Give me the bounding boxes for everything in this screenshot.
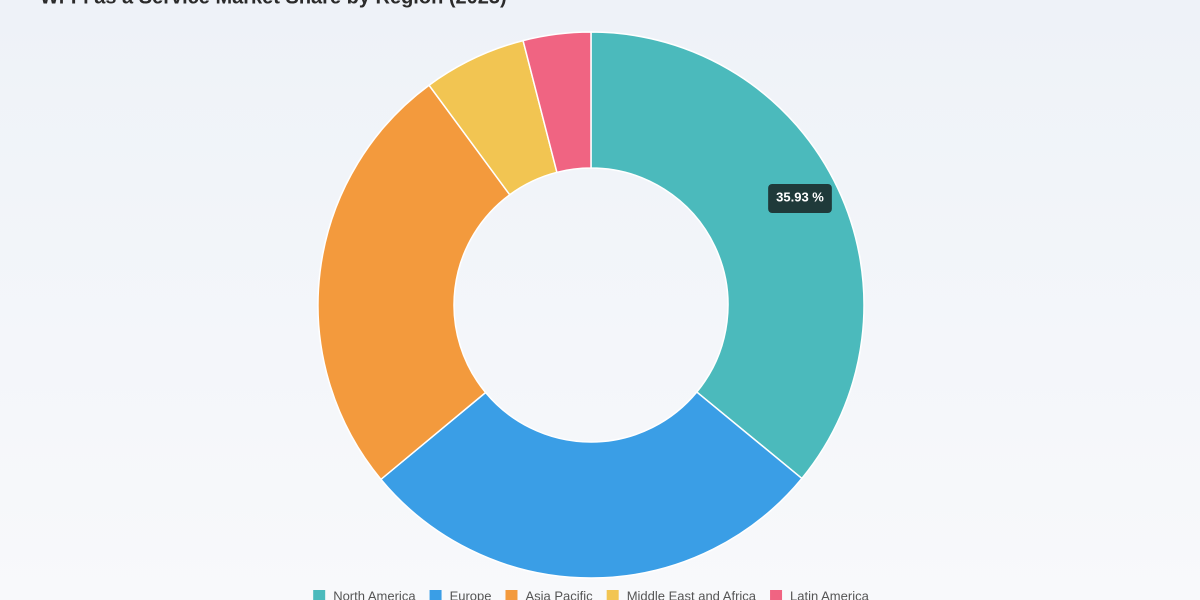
value-label: 35.93 % — [776, 189, 824, 204]
donut-slice — [317, 84, 511, 481]
legend-swatch — [313, 590, 326, 600]
legend-label: Latin America — [790, 588, 870, 600]
legend-label: Europe — [450, 588, 492, 600]
donut-slice — [379, 390, 803, 579]
legend-swatch — [429, 590, 442, 600]
tooltip-box — [768, 184, 832, 213]
legend-swatch — [770, 590, 783, 600]
legend-swatch — [606, 590, 619, 600]
legend: North America Europe Asia Pacific Middle Ea… — [313, 588, 870, 600]
legend-label: Middle East and Africa — [627, 588, 757, 600]
legend-label: Asia Pacific — [525, 588, 593, 600]
donut-slice — [522, 31, 592, 174]
chart-title: Wi-Fi as a Service Market Share by Regio… — [40, 0, 507, 8]
donut-slice — [590, 31, 865, 480]
legend-swatch — [505, 590, 518, 600]
tooltip: 35.93 % — [768, 184, 832, 213]
legend-label: North America — [333, 588, 416, 600]
